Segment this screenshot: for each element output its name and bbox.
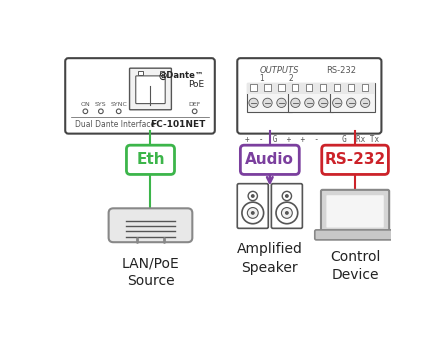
Circle shape — [284, 211, 288, 215]
Text: 2: 2 — [288, 74, 293, 83]
Text: Amplified
Speaker: Amplified Speaker — [237, 242, 302, 275]
FancyBboxPatch shape — [108, 208, 192, 242]
Circle shape — [250, 211, 254, 215]
FancyBboxPatch shape — [329, 83, 375, 93]
Circle shape — [318, 98, 327, 107]
Circle shape — [281, 208, 292, 218]
FancyBboxPatch shape — [65, 58, 214, 134]
Circle shape — [83, 109, 88, 114]
Circle shape — [250, 194, 254, 198]
FancyBboxPatch shape — [126, 145, 174, 174]
FancyBboxPatch shape — [319, 84, 326, 91]
Circle shape — [241, 202, 263, 224]
Text: SYNC: SYNC — [110, 103, 127, 107]
FancyBboxPatch shape — [246, 83, 291, 93]
FancyBboxPatch shape — [264, 84, 270, 91]
Text: DEF: DEF — [188, 103, 201, 107]
Circle shape — [247, 208, 258, 218]
Text: RS-232: RS-232 — [326, 66, 355, 75]
Text: OUTPUTS: OUTPUTS — [259, 66, 298, 75]
FancyBboxPatch shape — [288, 83, 332, 93]
FancyBboxPatch shape — [159, 71, 164, 75]
FancyBboxPatch shape — [138, 71, 142, 75]
Circle shape — [262, 98, 272, 107]
Text: RS-232: RS-232 — [324, 152, 385, 167]
FancyBboxPatch shape — [361, 84, 368, 91]
FancyBboxPatch shape — [326, 195, 383, 228]
Circle shape — [346, 98, 355, 107]
FancyBboxPatch shape — [237, 184, 268, 228]
Text: LAN/PoE
Source: LAN/PoE Source — [122, 256, 179, 288]
Text: +  -  G  +  +  -     G  Rx Tx: + - G + + - G Rx Tx — [244, 135, 378, 144]
Circle shape — [276, 202, 297, 224]
Circle shape — [276, 98, 286, 107]
Circle shape — [360, 98, 369, 107]
FancyBboxPatch shape — [129, 68, 171, 110]
Text: 1: 1 — [259, 74, 264, 83]
Circle shape — [304, 98, 313, 107]
Circle shape — [99, 109, 103, 114]
FancyBboxPatch shape — [329, 83, 375, 112]
FancyBboxPatch shape — [320, 190, 388, 233]
Circle shape — [332, 98, 341, 107]
FancyBboxPatch shape — [306, 84, 312, 91]
Text: ON: ON — [80, 103, 90, 107]
Text: Eth: Eth — [136, 152, 164, 167]
Text: FC-101NET: FC-101NET — [150, 120, 205, 129]
FancyBboxPatch shape — [321, 145, 388, 174]
Text: Control
Device: Control Device — [329, 250, 379, 282]
Text: PoE: PoE — [187, 80, 204, 89]
Circle shape — [290, 98, 299, 107]
Text: SYS: SYS — [95, 103, 106, 107]
Circle shape — [248, 98, 258, 107]
Circle shape — [282, 191, 291, 201]
FancyBboxPatch shape — [292, 84, 298, 91]
FancyBboxPatch shape — [333, 84, 339, 91]
Text: Audio: Audio — [245, 152, 293, 167]
FancyBboxPatch shape — [240, 145, 299, 174]
FancyBboxPatch shape — [347, 84, 353, 91]
Circle shape — [284, 194, 288, 198]
Circle shape — [247, 191, 257, 201]
FancyBboxPatch shape — [278, 84, 284, 91]
Text: Dual Dante Interface: Dual Dante Interface — [74, 120, 155, 129]
FancyBboxPatch shape — [135, 76, 165, 104]
Circle shape — [116, 109, 121, 114]
FancyBboxPatch shape — [271, 184, 302, 228]
Circle shape — [192, 109, 197, 114]
FancyBboxPatch shape — [237, 58, 381, 134]
FancyBboxPatch shape — [314, 230, 395, 240]
FancyBboxPatch shape — [246, 83, 291, 112]
FancyBboxPatch shape — [250, 84, 256, 91]
FancyBboxPatch shape — [288, 83, 332, 112]
Text: @Dante™: @Dante™ — [158, 71, 204, 80]
